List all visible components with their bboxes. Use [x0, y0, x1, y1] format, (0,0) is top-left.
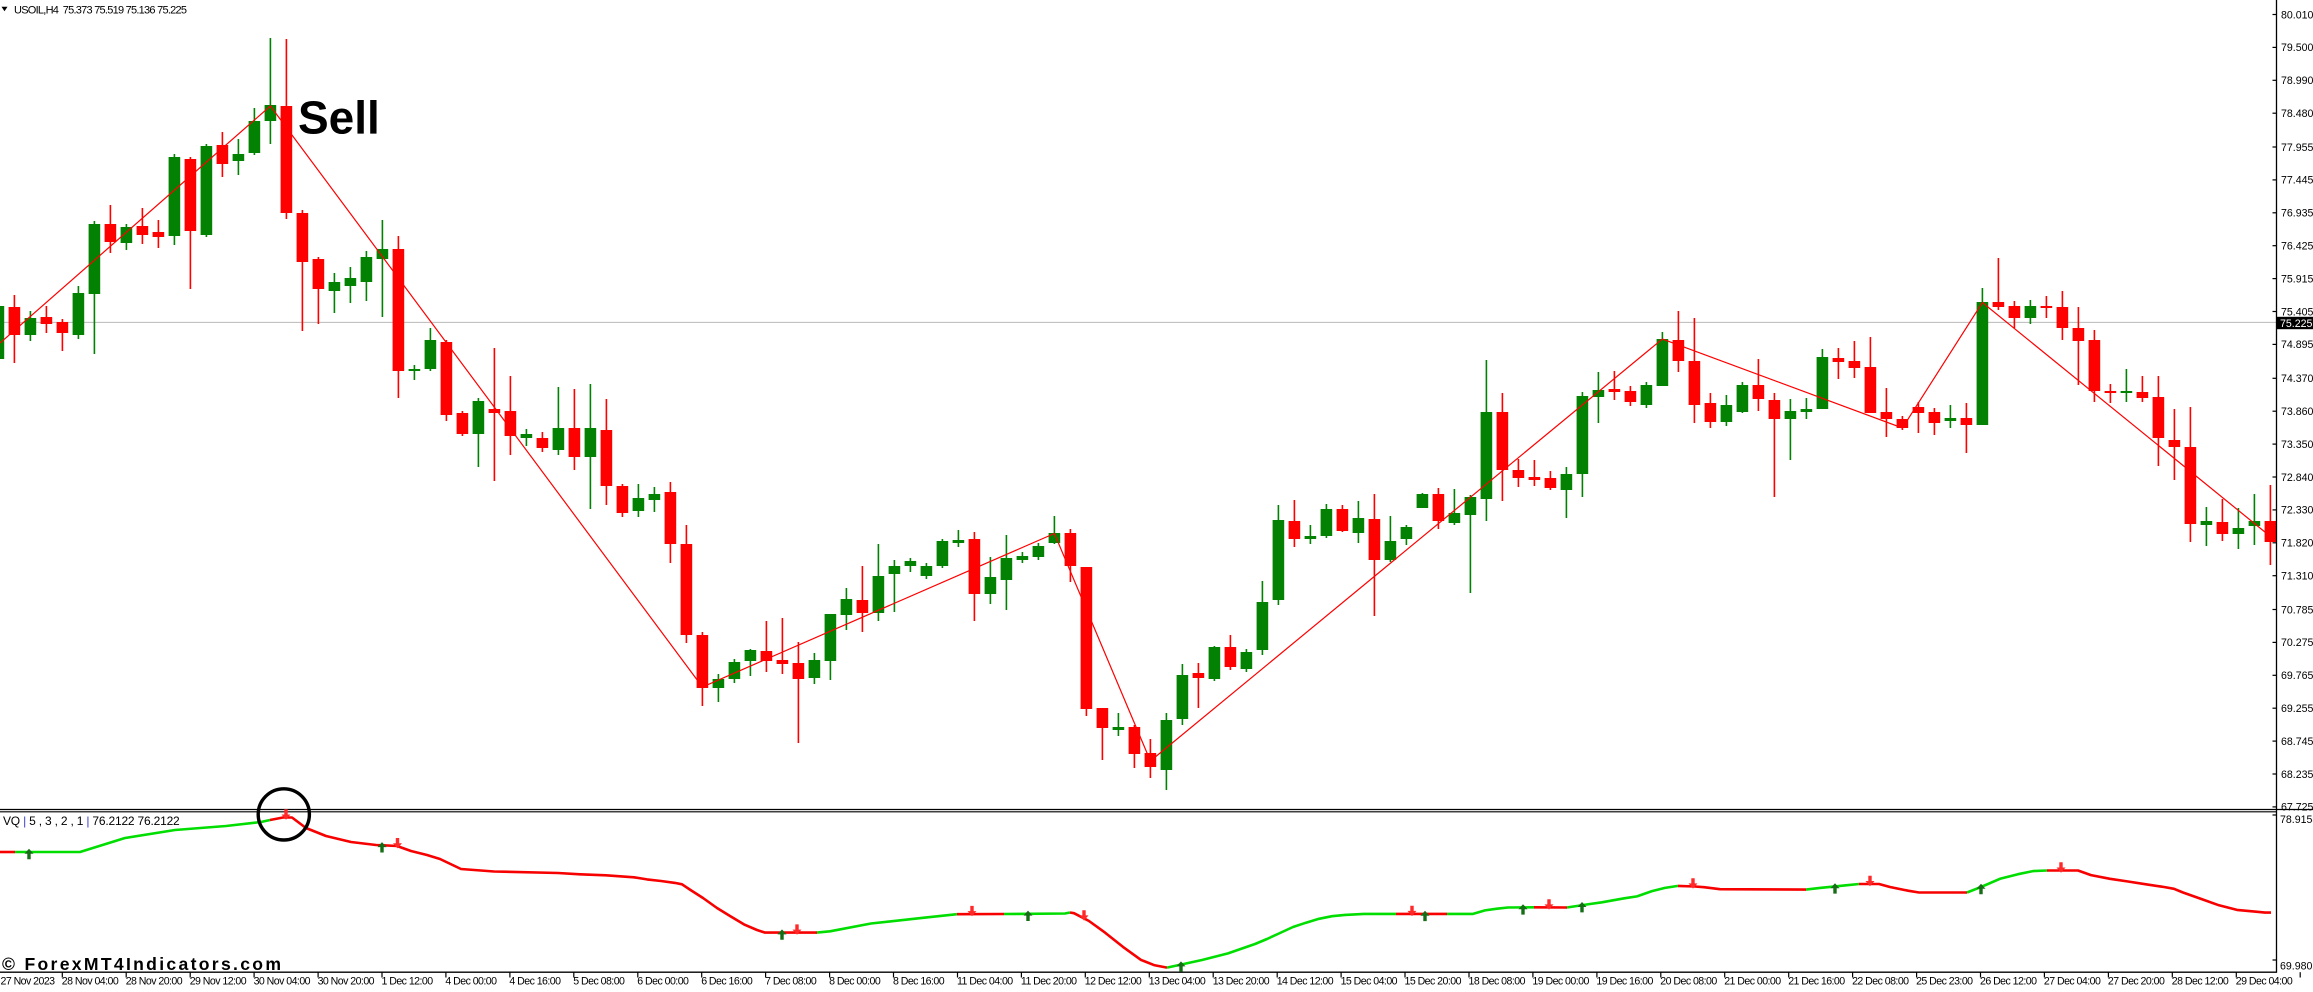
svg-text:12 Dec 12:00: 12 Dec 12:00 — [1085, 976, 1142, 988]
svg-text:22 Dec 08:00: 22 Dec 08:00 — [1852, 976, 1909, 988]
svg-text:1 Dec 12:00: 1 Dec 12:00 — [382, 976, 434, 988]
svg-text:7 Dec 08:00: 7 Dec 08:00 — [765, 976, 817, 988]
svg-text:28 Nov 04:00: 28 Nov 04:00 — [62, 976, 119, 988]
svg-text:75.915: 75.915 — [2281, 273, 2313, 285]
svg-text:21 Dec 00:00: 21 Dec 00:00 — [1724, 976, 1781, 988]
svg-text:75.405: 75.405 — [2281, 306, 2313, 318]
svg-text:15 Dec 04:00: 15 Dec 04:00 — [1341, 976, 1398, 988]
svg-text:71.310: 71.310 — [2281, 571, 2313, 583]
svg-text:75.225: 75.225 — [2280, 318, 2313, 330]
svg-text:11 Dec 20:00: 11 Dec 20:00 — [1021, 976, 1077, 988]
svg-text:13 Dec 04:00: 13 Dec 04:00 — [1149, 976, 1206, 988]
svg-text:8 Dec 16:00: 8 Dec 16:00 — [893, 976, 945, 988]
svg-text:VQ | 5 , 3 , 2 , 1 | 76.2122 7: VQ | 5 , 3 , 2 , 1 | 76.2122 76.2122 — [3, 814, 180, 828]
svg-text:27 Nov 2023: 27 Nov 2023 — [1, 976, 56, 988]
svg-text:73.860: 73.860 — [2281, 406, 2313, 418]
svg-text:71.820: 71.820 — [2281, 538, 2313, 550]
svg-text:29 Nov 12:00: 29 Nov 12:00 — [190, 976, 247, 988]
svg-text:77.955: 77.955 — [2281, 142, 2313, 154]
svg-text:28 Dec 12:00: 28 Dec 12:00 — [2172, 976, 2229, 988]
svg-text:80.010: 80.010 — [2281, 9, 2313, 21]
svg-text:19 Dec 16:00: 19 Dec 16:00 — [1596, 976, 1653, 988]
svg-text:15 Dec 20:00: 15 Dec 20:00 — [1405, 976, 1462, 988]
svg-text:74.895: 74.895 — [2281, 339, 2313, 351]
svg-text:77.445: 77.445 — [2281, 175, 2313, 187]
svg-text:78.480: 78.480 — [2281, 108, 2313, 120]
svg-text:26 Dec 12:00: 26 Dec 12:00 — [1980, 976, 2037, 988]
svg-text:69.765: 69.765 — [2281, 670, 2313, 682]
svg-text:20 Dec 08:00: 20 Dec 08:00 — [1660, 976, 1717, 988]
svg-text:27 Dec 04:00: 27 Dec 04:00 — [2044, 976, 2101, 988]
svg-text:28 Nov 20:00: 28 Nov 20:00 — [126, 976, 183, 988]
svg-text:18 Dec 08:00: 18 Dec 08:00 — [1469, 976, 1526, 988]
svg-text:11 Dec 04:00: 11 Dec 04:00 — [957, 976, 1013, 988]
svg-text:13 Dec 20:00: 13 Dec 20:00 — [1213, 976, 1270, 988]
svg-text:68.745: 68.745 — [2281, 736, 2313, 748]
svg-text:79.500: 79.500 — [2281, 42, 2313, 54]
svg-text:69.255: 69.255 — [2281, 703, 2313, 715]
svg-text:19 Dec 00:00: 19 Dec 00:00 — [1532, 976, 1589, 988]
svg-text:6 Dec 16:00: 6 Dec 16:00 — [701, 976, 753, 988]
svg-text:6 Dec 00:00: 6 Dec 00:00 — [637, 976, 689, 988]
svg-text:5 Dec 08:00: 5 Dec 08:00 — [573, 976, 625, 988]
svg-text:76.935: 76.935 — [2281, 208, 2313, 220]
svg-text:73.350: 73.350 — [2281, 439, 2313, 451]
svg-text:27 Dec 20:00: 27 Dec 20:00 — [2108, 976, 2165, 988]
svg-text:76.425: 76.425 — [2281, 241, 2313, 253]
svg-text:67.725: 67.725 — [2281, 802, 2313, 814]
svg-text:29 Dec 04:00: 29 Dec 04:00 — [2236, 976, 2293, 988]
svg-text:30 Nov 04:00: 30 Nov 04:00 — [254, 976, 311, 988]
svg-text:25 Dec 23:00: 25 Dec 23:00 — [1916, 976, 1973, 988]
svg-text:78.990: 78.990 — [2281, 75, 2313, 87]
svg-text:70.275: 70.275 — [2281, 637, 2313, 649]
svg-text:Sell: Sell — [298, 92, 380, 144]
svg-text:74.370: 74.370 — [2281, 373, 2313, 385]
svg-text:21 Dec 16:00: 21 Dec 16:00 — [1788, 976, 1845, 988]
svg-text:30 Nov 20:00: 30 Nov 20:00 — [318, 976, 375, 988]
svg-text:4 Dec 16:00: 4 Dec 16:00 — [509, 976, 561, 988]
svg-text:8 Dec 00:00: 8 Dec 00:00 — [829, 976, 881, 988]
svg-text:70.785: 70.785 — [2281, 604, 2313, 616]
svg-text:4 Dec 00:00: 4 Dec 00:00 — [445, 976, 497, 988]
svg-text:72.840: 72.840 — [2281, 472, 2313, 484]
svg-text:USOIL,H4 75.373 75.519 75.136: USOIL,H4 75.373 75.519 75.136 75.225 — [14, 5, 187, 17]
svg-text:78.9158: 78.9158 — [2280, 814, 2313, 826]
svg-text:68.235: 68.235 — [2281, 769, 2313, 781]
svg-text:14 Dec 12:00: 14 Dec 12:00 — [1277, 976, 1334, 988]
svg-text:© ForexMT4Indicators.com: © ForexMT4Indicators.com — [2, 954, 283, 974]
svg-text:72.330: 72.330 — [2281, 505, 2313, 517]
